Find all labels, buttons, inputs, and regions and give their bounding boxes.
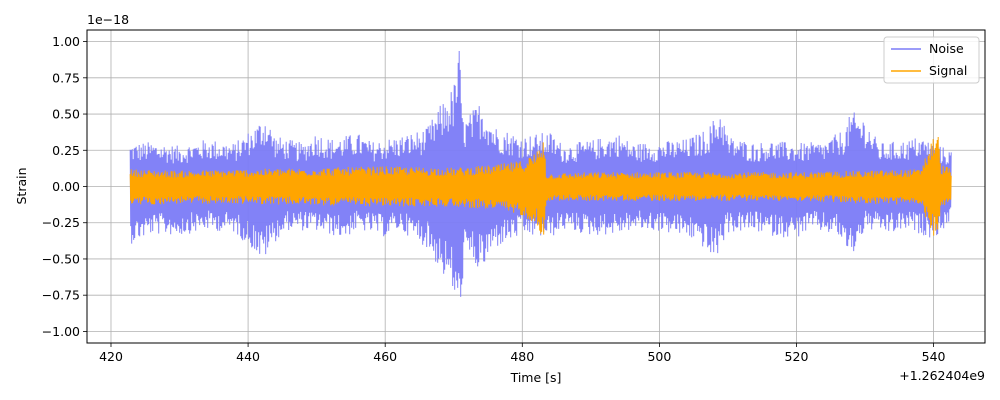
legend-signal-label: Signal: [929, 63, 967, 78]
y-tick-label: 0.75: [52, 70, 80, 85]
y-tick-label: −0.50: [42, 251, 80, 266]
x-tick-label: 520: [785, 349, 809, 364]
series-noise-line: [129, 51, 952, 297]
y-tick-label: −1.00: [42, 324, 80, 339]
x-offset-label: +1.262404e9: [899, 368, 985, 383]
x-tick-label: 440: [236, 349, 260, 364]
x-tick-label: 500: [647, 349, 671, 364]
x-tick-label: 540: [922, 349, 946, 364]
y-tick-label: −0.25: [42, 215, 80, 230]
y-scale-label: 1e−18: [87, 12, 129, 27]
x-tick-label: 480: [510, 349, 534, 364]
y-tick-label: 1.00: [52, 34, 80, 49]
tick-layer: 420 440 460 480 500 520 540 −1.00 −0.75 −0.50 −0.2…: [42, 34, 946, 364]
x-tick-label: 420: [99, 349, 123, 364]
y-tick-label: 0.50: [52, 107, 80, 122]
y-axis-label: Strain: [14, 167, 29, 204]
y-tick-label: −0.75: [42, 288, 80, 303]
legend: Noise Signal: [883, 36, 980, 84]
y-tick-label: 0.00: [52, 179, 80, 194]
x-axis-label: Time [s]: [510, 370, 562, 385]
legend-noise-label: Noise: [929, 41, 964, 56]
y-tick-label: 0.25: [52, 143, 80, 158]
series-layer: [129, 51, 952, 297]
x-tick-label: 460: [373, 349, 397, 364]
series-signal-line: [129, 136, 952, 236]
